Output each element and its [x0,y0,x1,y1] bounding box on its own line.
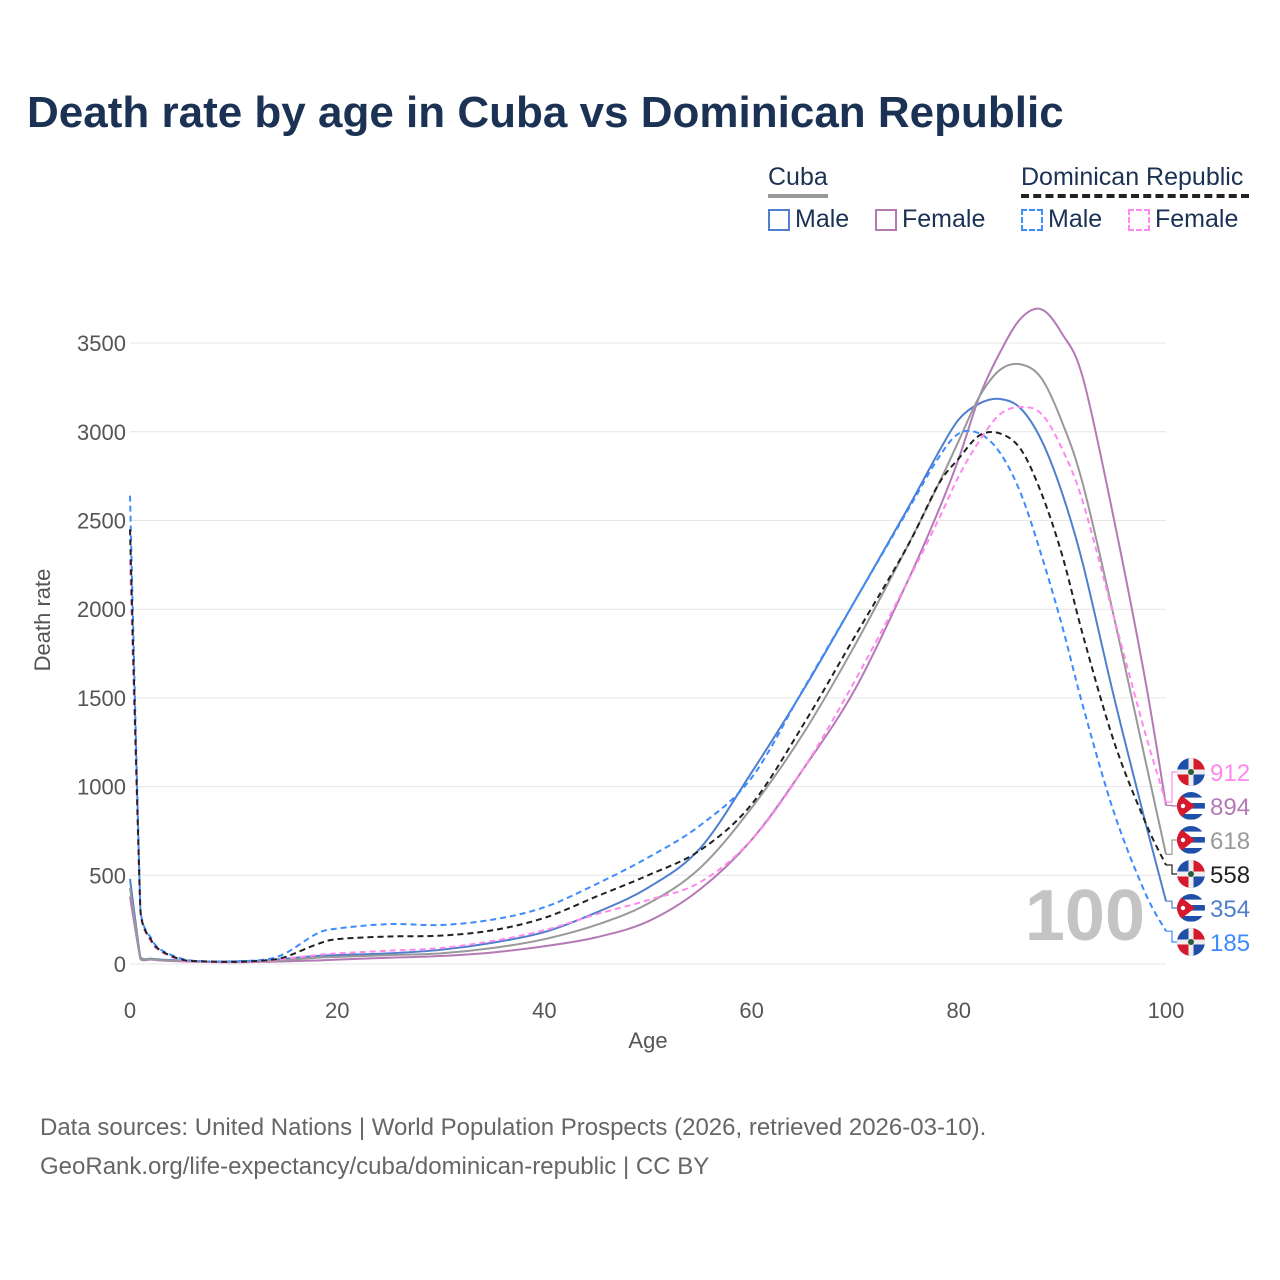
cuba-flag-icon [1177,826,1205,854]
flag-body [1177,758,1205,786]
flag-body [1177,792,1205,820]
legend-group-cuba: Cuba [768,163,828,198]
legend-line-dr [1021,194,1249,198]
flag-body [1177,826,1205,854]
y-tick-label: 2500 [77,509,126,534]
y-tick-label: 0 [114,952,126,977]
legend-item-dr-male[interactable]: Male [1021,205,1102,234]
y-axis-label: Death rate [30,569,55,672]
chart-title: Death rate by age in Cuba vs Dominican R… [27,88,1064,137]
flag-emblem [1188,939,1194,945]
line-chart: 0 500 1000 1500 2000 2500 3000 3500 0 20 40 60 80 100… [30,307,1250,1053]
legend-item-dr-female[interactable]: Female [1128,205,1238,234]
legend-group-label: Cuba [768,163,828,191]
y-tick-label: 500 [89,863,126,888]
legend-swatch [768,208,790,231]
end-value-label: 185 [1210,930,1250,957]
x-tick-label: 60 [739,998,763,1023]
flag-body [1177,894,1205,922]
legend-item-cuba-male[interactable]: Male [768,205,849,234]
x-tick-label: 80 [947,998,971,1023]
label-connector [1166,804,1178,807]
year-watermark: 100 [1025,876,1145,956]
legend-item-cuba-female[interactable]: Female [875,205,985,234]
flag-triangle [1177,894,1195,922]
series-line-dominican-republic-male [129,429,1167,963]
x-tick-label: 100 [1148,998,1185,1023]
x-axis-label: Age [628,1028,667,1053]
flag-stripe [1177,814,1205,820]
y-tick-label: 1000 [77,775,126,800]
flag-star [1180,837,1186,843]
series-line-dominican-republic-total [129,431,1167,963]
series-line-dominican-republic-female [129,405,1167,964]
cuba-flag-icon [1177,894,1205,922]
label-connector [1166,864,1178,875]
dominican-republic-flag-icon [1177,758,1205,786]
legend-group-label: Dominican Republic [1021,163,1244,191]
legend-swatch [875,208,897,231]
end-value-label: 354 [1210,896,1250,923]
x-tick-label: 40 [532,998,556,1023]
label-connector [1166,839,1178,855]
flag-body [1177,860,1205,888]
flag-triangle [1177,826,1195,854]
cuba-flag-icon [1177,792,1205,820]
flag-emblem [1188,871,1194,877]
legend-line-cuba [768,194,828,198]
legend-swatch [1128,208,1150,231]
legend-label: Male [795,205,850,233]
y-tick-label: 3000 [77,420,126,445]
y-tick-label: 3500 [77,331,126,356]
label-connector [1166,900,1178,909]
legend-label: Female [902,205,986,233]
x-tick-label: 0 [124,998,136,1023]
series-line-cuba-female [129,307,1167,964]
flag-stripe [1177,792,1205,798]
flag-star [1180,803,1186,809]
y-tick-label: 1500 [77,686,126,711]
y-tick-label: 2000 [77,597,126,622]
footer: Data sources: United Nations | World Pop… [40,1108,986,1186]
flag-stripe [1177,826,1205,832]
x-tick-label: 20 [325,998,349,1023]
legend-swatch [1021,208,1043,231]
flag-stripe [1177,894,1205,900]
series-line-cuba-total [129,362,1167,963]
flag-stripe [1177,916,1205,922]
end-value-label: 912 [1210,760,1250,787]
label-connector [1166,930,1178,943]
legend-label: Female [1155,205,1239,233]
dominican-republic-flag-icon [1177,860,1205,888]
footer-sources: Data sources: United Nations | World Pop… [40,1114,987,1141]
legend-label: Male [1048,205,1103,233]
flag-star [1180,905,1186,911]
flag-emblem [1188,769,1194,775]
flag-body [1177,928,1205,956]
end-value-label: 618 [1210,828,1250,855]
end-value-label: 558 [1210,862,1250,889]
footer-link[interactable]: GeoRank.org/life-expectancy/cuba/dominic… [40,1153,710,1180]
dominican-republic-flag-icon [1177,928,1205,956]
end-value-label: 894 [1210,794,1250,821]
flag-triangle [1177,792,1195,820]
label-connector [1166,771,1178,803]
legend-group-dr: Dominican Republic [1021,163,1249,198]
flag-stripe [1177,848,1205,854]
series-line-cuba-male [129,397,1167,963]
